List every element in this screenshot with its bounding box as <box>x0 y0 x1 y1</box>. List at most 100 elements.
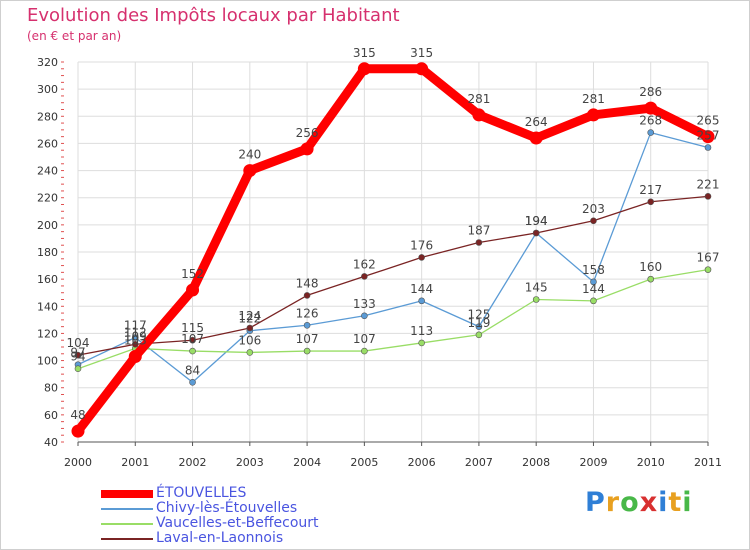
data-label: 107 <box>353 332 376 346</box>
data-label: 144 <box>410 282 433 296</box>
data-label: 217 <box>639 183 662 197</box>
data-point <box>128 350 142 363</box>
data-label: 126 <box>296 306 319 320</box>
data-label: 103 <box>124 334 147 348</box>
x-tick-label: 2003 <box>236 456 264 469</box>
y-tick-label: 160 <box>37 273 58 286</box>
data-label: 167 <box>697 251 720 265</box>
logo-letter: i <box>682 487 693 518</box>
y-tick-label: 280 <box>37 110 58 123</box>
legend-swatch-vaucelles <box>101 522 153 525</box>
series-line-0 <box>77 131 709 383</box>
data-label: 107 <box>181 332 204 346</box>
data-point <box>475 239 483 246</box>
data-point <box>532 229 540 237</box>
data-point <box>647 129 655 136</box>
logo-letter: P <box>585 487 606 518</box>
data-point <box>357 62 371 76</box>
x-tick-label: 2005 <box>350 456 378 469</box>
data-point <box>644 101 658 115</box>
x-tick-label: 2002 <box>179 456 207 469</box>
data-label: 133 <box>353 297 376 311</box>
data-point <box>647 275 655 283</box>
data-label: 48 <box>70 408 85 422</box>
x-tick-label: 2008 <box>522 456 550 469</box>
series-line-3 <box>73 64 713 436</box>
data-point <box>361 347 368 355</box>
data-label: 119 <box>467 316 490 330</box>
data-point <box>590 217 597 225</box>
data-point <box>590 278 597 286</box>
legend-label: Laval-en-Laonnois <box>156 530 284 546</box>
x-tick-label: 2001 <box>121 456 149 469</box>
data-label: 115 <box>181 321 204 335</box>
data-point <box>189 347 196 355</box>
data-point <box>532 296 540 303</box>
x-tick-label: 2010 <box>637 456 665 469</box>
data-label: 144 <box>582 282 605 296</box>
data-label: 125 <box>467 308 490 322</box>
data-label: 145 <box>525 281 548 295</box>
data-label: 256 <box>296 126 319 140</box>
data-point <box>475 323 483 330</box>
data-label: 124 <box>238 309 261 323</box>
data-label: 194 <box>525 214 548 228</box>
data-point <box>131 334 139 341</box>
y-tick-label: 300 <box>37 83 58 96</box>
legend-label: ÉTOUVELLES <box>156 485 247 501</box>
data-point <box>704 144 712 151</box>
data-label: 176 <box>410 238 433 252</box>
data-label: 97 <box>70 346 85 360</box>
axes: 40 60 80 100 120 140 160 180 200 220 240 260 280 300 3… <box>37 56 722 469</box>
data-point <box>361 273 368 280</box>
x-tick-label: 2009 <box>579 456 607 469</box>
y-tick-label: 240 <box>37 165 58 178</box>
data-label: 112 <box>124 325 147 339</box>
data-point <box>647 198 655 206</box>
data-point <box>303 292 311 299</box>
legend-swatch-etouvelles <box>101 489 153 498</box>
data-point <box>74 365 82 373</box>
data-label: 315 <box>410 46 433 60</box>
data-label: 84 <box>185 363 200 377</box>
data-label: 106 <box>238 333 261 347</box>
legend-label: Vaucelles-et-Beffecourt <box>156 515 319 531</box>
data-point <box>303 347 311 355</box>
data-point <box>186 283 200 297</box>
data-label: 264 <box>525 115 548 129</box>
grid-lines <box>77 61 709 443</box>
data-point <box>74 351 82 359</box>
x-tick-label: 2007 <box>465 456 493 469</box>
y-tick-label: 120 <box>37 327 58 340</box>
data-point <box>418 339 425 347</box>
data-point <box>189 378 196 386</box>
x-tick-label: 2000 <box>64 456 92 469</box>
y-tick-label: 320 <box>37 56 58 69</box>
data-point <box>704 193 712 200</box>
data-point <box>303 321 311 329</box>
data-label: 160 <box>639 260 662 274</box>
data-point <box>300 142 314 156</box>
data-label: 221 <box>697 177 720 191</box>
data-label: 104 <box>67 336 90 350</box>
legend-label: Chivy-lès-Étouvelles <box>156 500 298 516</box>
data-label: 94 <box>70 350 85 364</box>
data-label: 109 <box>124 329 147 343</box>
data-point <box>475 331 483 339</box>
data-point <box>71 424 85 438</box>
data-label: 281 <box>467 92 490 106</box>
x-tick-label: 2004 <box>293 456 321 469</box>
y-tick-label: 200 <box>37 219 58 232</box>
y-tick-label: 80 <box>44 382 58 395</box>
data-label: 117 <box>124 319 147 333</box>
data-point <box>590 297 597 305</box>
data-label: 257 <box>697 129 720 143</box>
data-label: 158 <box>582 263 605 277</box>
data-point <box>131 340 139 348</box>
data-label: 265 <box>697 114 720 128</box>
series-line-2 <box>77 195 709 356</box>
x-tick-label: 2006 <box>408 456 436 469</box>
data-label: 240 <box>238 148 261 162</box>
data-label: 268 <box>639 114 662 128</box>
